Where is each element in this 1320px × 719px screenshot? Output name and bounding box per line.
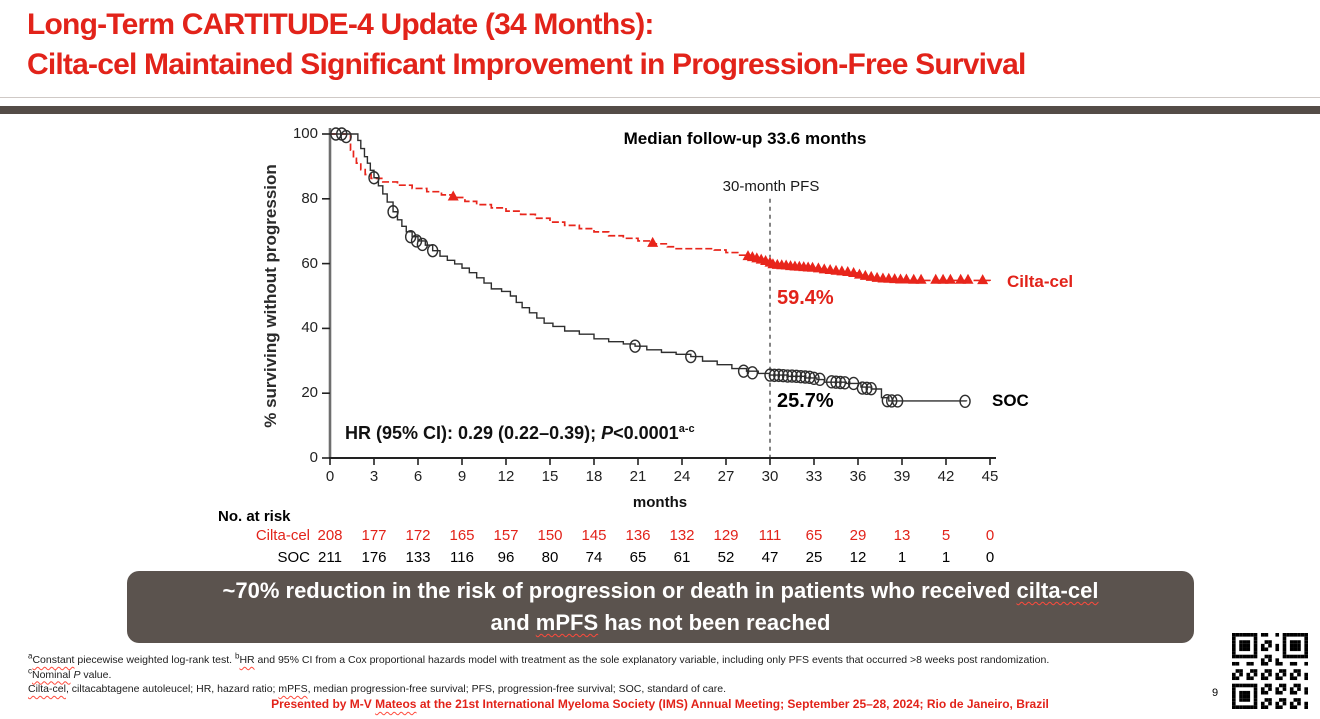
chart-title-median-followup: Median follow-up 33.6 months <box>623 129 867 148</box>
callout-banner: ~70% reduction in the risk of progressio… <box>127 571 1194 643</box>
x-tick-label: 30 <box>761 468 779 485</box>
y-tick-label: 40 <box>301 319 318 337</box>
at-risk-value: 29 <box>849 527 867 544</box>
y-tick-label: 80 <box>301 189 318 207</box>
y-tick-label: 60 <box>301 254 318 272</box>
at-risk-value: 150 <box>537 527 563 544</box>
at-risk-value: 61 <box>673 549 691 566</box>
x-tick-label: 18 <box>585 468 603 485</box>
x-tick-label: 27 <box>717 468 735 485</box>
callout-line-1: ~70% reduction in the risk of progressio… <box>222 578 1099 603</box>
at-risk-value: 145 <box>581 527 607 544</box>
callout-line-2: and mPFS has not been reached <box>490 610 831 635</box>
y-tick-label: 20 <box>301 384 318 402</box>
x-tick-label: 12 <box>497 468 515 485</box>
at-risk-value: 211 <box>318 549 342 566</box>
x-tick-label: 45 <box>981 468 999 485</box>
at-risk-value: 157 <box>493 527 519 544</box>
x-tick-label: 36 <box>849 468 867 485</box>
at-risk-value: 129 <box>713 527 739 544</box>
annotation-30-month-pfs: 30-month PFS <box>722 178 820 195</box>
x-tick-label: 3 <box>369 468 379 485</box>
legend-label-cilta-cel: Cilta-cel <box>1007 272 1074 291</box>
x-tick-label: 42 <box>937 468 955 485</box>
x-axis-label-months: months <box>632 494 688 511</box>
at-risk-value: 52 <box>717 549 735 566</box>
at-risk-value: 65 <box>805 527 823 544</box>
footnote-line-1: aConstant piecewise weighted log-rank te… <box>28 651 1050 666</box>
legend-label-soc: SOC <box>992 391 1029 410</box>
slide-title: Long-Term CARTITUDE-4 Update (34 Months)… <box>27 5 1297 85</box>
hr-annotation: HR (95% CI): 0.29 (0.22–0.39); P<0.0001a… <box>345 423 695 443</box>
presentation-footer: Presented by M-V Mateos at the 21st Inte… <box>271 697 1049 711</box>
at-risk-value: 165 <box>449 527 475 544</box>
y-tick-label: 0 <box>309 449 318 466</box>
at-risk-value: 176 <box>361 549 387 566</box>
qr-code <box>1232 633 1308 709</box>
title-line-2: Cilta-cel Maintained Significant Improve… <box>27 48 1026 81</box>
at-risk-value: 0 <box>985 549 995 566</box>
pfs-label-soc: 25.7% <box>777 390 834 412</box>
at-risk-value: 12 <box>849 549 867 566</box>
at-risk-value: 132 <box>669 527 695 544</box>
x-tick-label: 33 <box>805 468 823 485</box>
at-risk-value: 1 <box>897 549 907 566</box>
at-risk-value: 136 <box>625 527 651 544</box>
x-tick-label: 39 <box>893 468 911 485</box>
x-tick-label: 0 <box>325 468 335 485</box>
x-tick-label: 6 <box>413 468 423 485</box>
footnote-line-2: cNominal P value. <box>28 666 112 681</box>
at-risk-value: 177 <box>361 527 387 544</box>
at-risk-value: 65 <box>629 549 647 566</box>
page-number: 9 <box>1211 687 1219 699</box>
at-risk-value: 1 <box>941 549 951 566</box>
x-tick-label: 24 <box>673 468 691 485</box>
at-risk-value: 47 <box>761 549 779 566</box>
at-risk-row-label: SOC <box>277 549 310 566</box>
at-risk-value: 13 <box>893 527 911 544</box>
footnotes: aConstant piecewise weighted log-rank te… <box>28 651 1208 697</box>
at-risk-value: 25 <box>805 549 823 566</box>
x-tick-label: 21 <box>629 468 647 485</box>
x-tick-label: 15 <box>541 468 559 485</box>
at-risk-value: 172 <box>405 527 431 544</box>
at-risk-value: 111 <box>758 527 782 544</box>
at-risk-value: 0 <box>985 527 995 544</box>
thin-separator-line <box>0 97 1320 98</box>
km-chart-svg <box>322 127 996 465</box>
at-risk-row-label: Cilta-cel <box>255 527 310 544</box>
at-risk-title: No. at risk <box>218 508 291 525</box>
at-risk-value: 116 <box>450 549 474 566</box>
at-risk-value: 5 <box>941 527 951 544</box>
x-tick-label: 9 <box>457 468 467 485</box>
divider-bar <box>0 106 1320 114</box>
at-risk-value: 96 <box>497 549 515 566</box>
at-risk-value: 133 <box>405 549 431 566</box>
at-risk-value: 208 <box>317 527 343 544</box>
at-risk-value: 80 <box>541 549 559 566</box>
footnote-line-3: Cilta-cel, ciltacabtagene autoleucel; HR… <box>28 683 726 695</box>
at-risk-value: 74 <box>585 549 603 566</box>
y-tick-label: 100 <box>292 125 318 142</box>
pfs-label-cilta-cel: 59.4% <box>777 287 834 309</box>
title-line-1: Long-Term CARTITUDE-4 Update (34 Months)… <box>27 8 654 41</box>
